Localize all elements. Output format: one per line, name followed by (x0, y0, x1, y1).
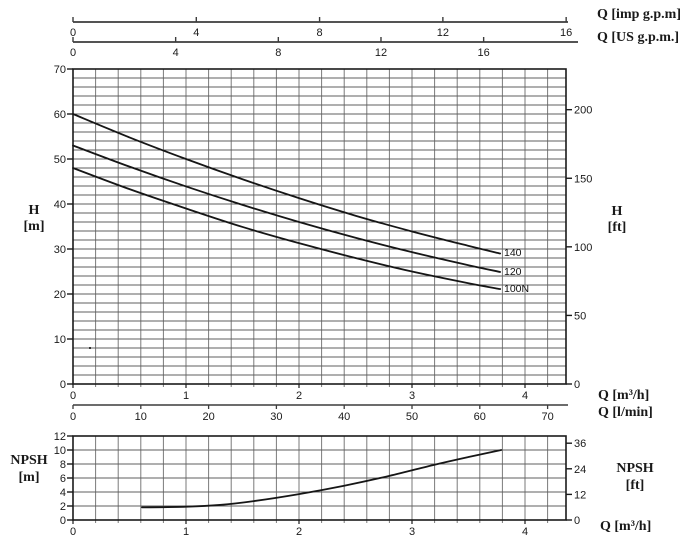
svg-text:36: 36 (574, 438, 586, 450)
svg-text:30: 30 (270, 411, 282, 423)
curve-label-140: 140 (504, 247, 522, 259)
curve-label-100n: 100N (504, 283, 530, 295)
svg-text:0: 0 (70, 526, 76, 538)
svg-text:10: 10 (54, 334, 66, 346)
svg-text:4: 4 (522, 390, 528, 402)
npsh-right-axis-unit-ft: [ft] (625, 478, 645, 493)
svg-text:150: 150 (574, 173, 592, 185)
svg-text:10: 10 (54, 445, 66, 457)
svg-text:0: 0 (70, 390, 76, 402)
svg-text:0: 0 (574, 515, 580, 527)
svg-text:12: 12 (375, 47, 387, 59)
svg-text:16: 16 (478, 47, 490, 59)
svg-text:3: 3 (409, 390, 415, 402)
svg-text:20: 20 (202, 411, 214, 423)
npsh-left-axis-title: NPSH (10, 453, 48, 468)
svg-text:20: 20 (54, 289, 66, 301)
svg-text:8: 8 (275, 47, 281, 59)
svg-text:12: 12 (54, 431, 66, 443)
curve-label-120: 120 (504, 266, 522, 278)
svg-text:70: 70 (541, 411, 553, 423)
svg-text:40: 40 (54, 199, 66, 211)
top-axis-title-imp-gpm: Q [imp g.p.m] (597, 7, 681, 22)
svg-text:70: 70 (54, 64, 66, 76)
svg-text:4: 4 (60, 487, 66, 499)
svg-text:0: 0 (70, 411, 76, 423)
top-axis-title-us-gpm: Q [US g.p.m.] (597, 30, 680, 45)
svg-text:1: 1 (183, 390, 189, 402)
svg-text:0: 0 (574, 379, 580, 391)
npsh-left-axis-unit-m: [m] (18, 470, 40, 485)
svg-text:50: 50 (574, 310, 586, 322)
svg-text:200: 200 (574, 105, 592, 117)
main-bottom-axis-title-lmin: Q [l/min] (598, 405, 653, 420)
svg-text:1: 1 (183, 526, 189, 538)
svg-text:60: 60 (474, 411, 486, 423)
svg-text:4: 4 (522, 526, 528, 538)
svg-text:6: 6 (60, 473, 66, 485)
svg-text:10: 10 (135, 411, 147, 423)
svg-text:12: 12 (437, 27, 449, 39)
svg-text:2: 2 (60, 501, 66, 513)
npsh-bottom-axis-title-m3h: Q [m³/h] (600, 519, 652, 534)
main-bottom-axis-title-m3h: Q [m³/h] (598, 388, 650, 403)
svg-text:24: 24 (574, 464, 586, 476)
npsh-right-axis-title: NPSH (616, 461, 654, 476)
svg-text:0: 0 (60, 515, 66, 527)
svg-text:4: 4 (173, 47, 179, 59)
svg-text:2: 2 (296, 526, 302, 538)
svg-text:3: 3 (409, 526, 415, 538)
svg-text:30: 30 (54, 244, 66, 256)
main-right-axis-unit-ft: [ft] (607, 220, 627, 235)
svg-text:0: 0 (70, 47, 76, 59)
svg-text:50: 50 (54, 154, 66, 166)
svg-text:12: 12 (574, 489, 586, 501)
svg-text:8: 8 (317, 27, 323, 39)
main-left-axis-unit-m: [m] (23, 219, 45, 234)
svg-text:40: 40 (338, 411, 350, 423)
svg-text:0: 0 (60, 379, 66, 391)
main-left-axis-title-h: H (28, 203, 40, 218)
svg-text:16: 16 (560, 27, 572, 39)
svg-text:4: 4 (193, 27, 199, 39)
svg-text:0: 0 (70, 27, 76, 39)
svg-text:60: 60 (54, 109, 66, 121)
svg-text:2: 2 (296, 390, 302, 402)
stray-speck (89, 347, 91, 349)
svg-text:8: 8 (60, 459, 66, 471)
main-right-axis-title-h: H (611, 204, 623, 219)
svg-text:100: 100 (574, 242, 592, 254)
svg-text:50: 50 (406, 411, 418, 423)
